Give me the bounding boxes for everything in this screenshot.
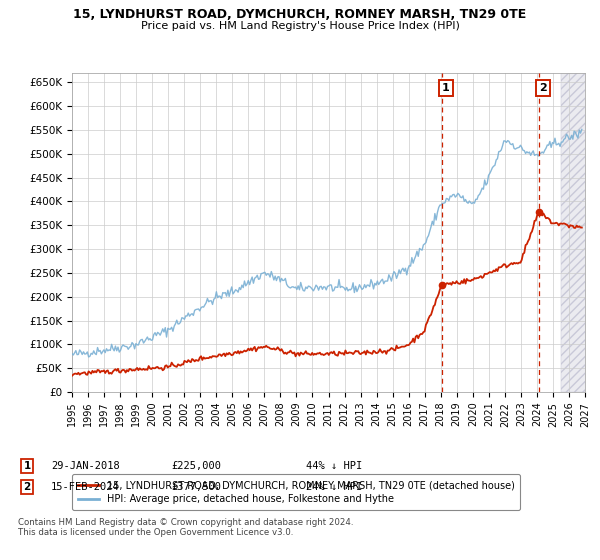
Bar: [561, 73, 588, 392]
Text: £377,500: £377,500: [171, 482, 221, 492]
Text: Contains HM Land Registry data © Crown copyright and database right 2024.
This d: Contains HM Land Registry data © Crown c…: [18, 518, 353, 538]
Text: 15, LYNDHURST ROAD, DYMCHURCH, ROMNEY MARSH, TN29 0TE: 15, LYNDHURST ROAD, DYMCHURCH, ROMNEY MA…: [73, 8, 527, 21]
Text: 2: 2: [539, 83, 547, 93]
Text: 2: 2: [23, 482, 31, 492]
Text: 29-JAN-2018: 29-JAN-2018: [51, 461, 120, 471]
Text: £225,000: £225,000: [171, 461, 221, 471]
Text: 1: 1: [442, 83, 450, 93]
Text: Price paid vs. HM Land Registry's House Price Index (HPI): Price paid vs. HM Land Registry's House …: [140, 21, 460, 31]
Bar: [561, 73, 588, 392]
Text: 44% ↓ HPI: 44% ↓ HPI: [306, 461, 362, 471]
Text: 1: 1: [23, 461, 31, 471]
Text: 15-FEB-2024: 15-FEB-2024: [51, 482, 120, 492]
Text: 24% ↓ HPI: 24% ↓ HPI: [306, 482, 362, 492]
Legend: 15, LYNDHURST ROAD, DYMCHURCH, ROMNEY MARSH, TN29 0TE (detached house), HPI: Ave: 15, LYNDHURST ROAD, DYMCHURCH, ROMNEY MA…: [72, 474, 520, 510]
